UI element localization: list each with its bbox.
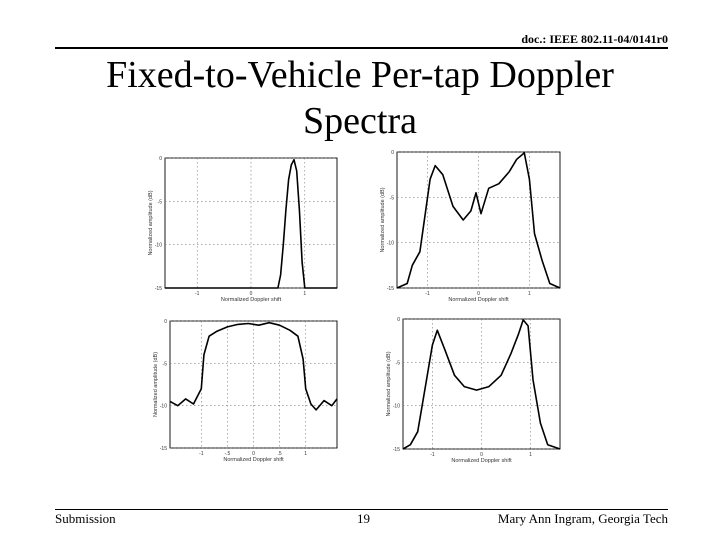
x-tick-label: -1 (425, 291, 430, 297)
footer-submission: Submission (55, 511, 116, 526)
x-tick-label: 1 (304, 451, 307, 457)
footer-author: Mary Ann Ingram, Georgia Tech (497, 511, 668, 526)
y-tick-label: -15 (393, 447, 400, 453)
y-tick-label: -5 (163, 361, 168, 367)
x-tick-label: -1 (430, 452, 435, 458)
slide-title-line-2: Spectra (303, 100, 417, 142)
y-tick-label: -5 (396, 360, 401, 366)
x-tick-label: 0 (252, 451, 255, 457)
x-tick-label: 0 (477, 291, 480, 297)
footer-rule (55, 509, 668, 510)
doppler-spectrum-line (169, 321, 338, 411)
y-tick-label: 0 (397, 317, 400, 323)
x-tick-label: 1 (528, 291, 531, 297)
y-axis-label: Normalized amplitude (dB) (386, 351, 392, 416)
y-axis-label: Normalized amplitude (dB) (148, 190, 154, 255)
x-tick-label: 0 (250, 291, 253, 297)
doppler-spectrum-line (165, 158, 337, 289)
x-tick-label: 0 (480, 452, 483, 458)
x-axis-label: Normalized Doppler shift (451, 458, 512, 464)
y-tick-label: 0 (164, 319, 167, 325)
footer-page-number: 19 (357, 511, 370, 526)
y-tick-label: -15 (160, 446, 167, 452)
slide-title-line-1: Fixed-to-Vehicle Per-tap Doppler (106, 54, 614, 96)
y-tick-label: -5 (158, 199, 163, 205)
doppler-chart-bottom-left: -1 -.5 0 .5 1 0 -5 -10 -15 Normalized Doppler shi… (153, 319, 338, 463)
y-tick-label: -15 (387, 286, 394, 292)
y-axis-label: Normalized amplitude (dB) (153, 352, 159, 417)
x-tick-label: -.5 (224, 451, 230, 457)
y-tick-label: -10 (160, 404, 167, 410)
doc-id: doc.: IEEE 802.11-04/0141r0 (521, 32, 668, 46)
slide-title: Fixed-to-Vehicle Per-tap Doppler Spectra (60, 52, 660, 144)
doppler-spectrum-line (402, 319, 561, 450)
y-tick-label: -5 (390, 195, 395, 201)
doppler-spectrum-line (396, 152, 561, 289)
x-tick-label: 1 (529, 452, 532, 458)
y-tick-label: -10 (393, 404, 400, 410)
y-tick-label: -15 (155, 286, 162, 292)
x-tick-label: -1 (199, 451, 204, 457)
y-tick-label: -10 (155, 243, 162, 249)
x-tick-label: .5 (278, 451, 282, 457)
x-tick-label: -1 (195, 291, 200, 297)
x-axis-label: Normalized Doppler shift (448, 297, 509, 303)
header-rule (55, 47, 668, 49)
y-tick-label: 0 (391, 150, 394, 156)
x-axis-label: Normalized Doppler shift (223, 457, 284, 463)
plot-frame (169, 320, 338, 449)
y-tick-label: 0 (159, 156, 162, 162)
y-axis-label: Normalized amplitude (dB) (380, 187, 386, 252)
y-tick-label: -10 (387, 241, 394, 247)
x-tick-label: 1 (303, 291, 306, 297)
x-axis-label: Normalized Doppler shift (221, 297, 282, 303)
